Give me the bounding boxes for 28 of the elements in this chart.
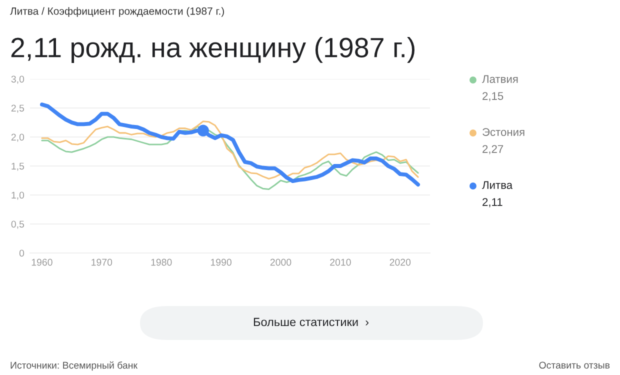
x-tick-label: 2010 — [330, 258, 351, 266]
text: 2,11 — [482, 198, 502, 208]
text: Источники: Всемирный банк — [10, 361, 138, 371]
x-tick-label: 1970 — [92, 258, 112, 266]
x-tick-label: 1990 — [210, 258, 232, 266]
legend-label: Литва — [482, 181, 513, 189]
y-tick-label: 0 — [19, 250, 24, 257]
y-tick-label: 0,5 — [11, 220, 24, 229]
text: Больше статистики › — [254, 318, 369, 326]
text: 2,27 — [482, 145, 504, 154]
y-tick-label: 3,0 — [11, 76, 24, 84]
line-series — [41, 120, 419, 180]
line-series — [40, 102, 420, 187]
x-tick-label: 2000 — [270, 258, 292, 266]
x-tick-label: 1960 — [32, 258, 52, 266]
legend-label: Латвия — [482, 75, 518, 83]
legend-label: Эстония — [482, 128, 524, 136]
y-tick-label: 2,0 — [11, 134, 24, 142]
chart-title: 2,11 рожд. на женщину (1987 г.) — [11, 37, 414, 63]
y-tick-label: 2,5 — [11, 104, 24, 113]
x-tick-label: 1980 — [151, 258, 172, 266]
text: Литва / Коэффициент рождаемости (1987 г.) — [10, 7, 224, 17]
line-series — [41, 126, 419, 190]
text: 2,15 — [482, 92, 504, 102]
x-tick-label: 2020 — [390, 258, 411, 266]
y-tick-label: 1,0 — [12, 192, 24, 200]
y-tick-label: 1,5 — [12, 162, 24, 171]
text: Оставить отзыв — [539, 362, 610, 369]
